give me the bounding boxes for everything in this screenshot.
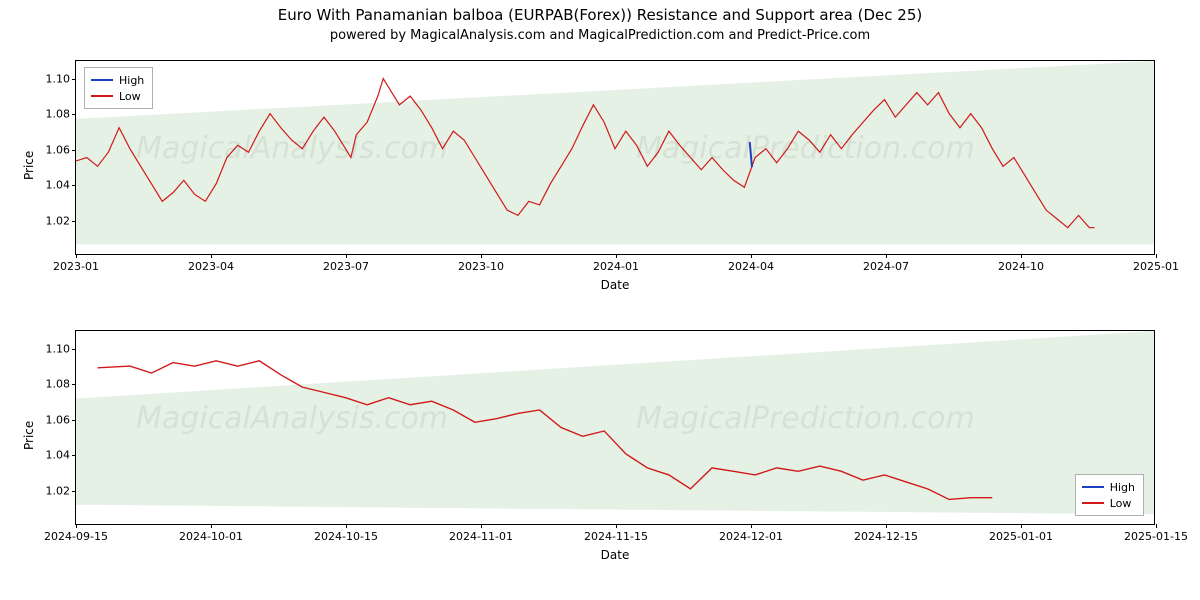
support-resistance-area-top (76, 61, 1154, 244)
x-axis-label-bottom: Date (75, 548, 1155, 562)
y-tick-label: 1.06 (30, 143, 76, 156)
y-axis-label-bottom: Price (22, 421, 36, 450)
y-tick-label: 1.08 (30, 108, 76, 121)
legend-label-low: Low (119, 90, 141, 103)
y-tick-label: 1.08 (30, 378, 76, 391)
y-tick-label: 1.04 (30, 179, 76, 192)
legend-item-low: Low (91, 88, 144, 104)
legend-top: High Low (84, 67, 153, 109)
legend-swatch-high (91, 79, 113, 81)
x-axis-label-top: Date (75, 278, 1155, 292)
support-resistance-area-bottom (76, 331, 1154, 514)
chart-subtitle: powered by MagicalAnalysis.com and Magic… (0, 28, 1200, 43)
y-tick-label: 1.02 (30, 214, 76, 227)
legend-label-low: Low (1110, 497, 1132, 510)
legend-label-high: High (1110, 481, 1135, 494)
chart-panel-bottom: High Low MagicalAnalysis.com MagicalPred… (75, 330, 1155, 525)
legend-swatch-high (1082, 486, 1104, 488)
legend-swatch-low (91, 95, 113, 97)
legend-item-low: Low (1082, 495, 1135, 511)
chart-title: Euro With Panamanian balboa (EURPAB(Fore… (0, 6, 1200, 24)
legend-bottom: High Low (1075, 474, 1144, 516)
y-tick-label: 1.02 (30, 484, 76, 497)
legend-item-high: High (1082, 479, 1135, 495)
chart-panel-top: High Low MagicalAnalysis.com MagicalPred… (75, 60, 1155, 255)
legend-item-high: High (91, 72, 144, 88)
y-tick-label: 1.06 (30, 413, 76, 426)
y-tick-label: 1.04 (30, 449, 76, 462)
y-tick-label: 1.10 (30, 72, 76, 85)
chart-plot-bottom (76, 331, 1154, 524)
y-axis-label-top: Price (22, 151, 36, 180)
legend-label-high: High (119, 74, 144, 87)
chart-plot-top (76, 61, 1154, 254)
legend-swatch-low (1082, 502, 1104, 504)
y-tick-label: 1.10 (30, 342, 76, 355)
